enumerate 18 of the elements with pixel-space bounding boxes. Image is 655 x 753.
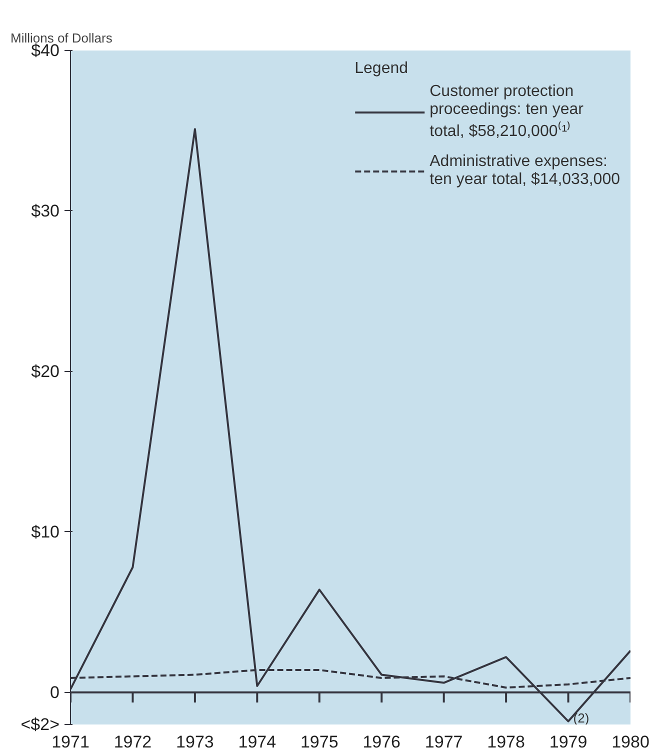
legend-label: Administrative expenses: ten year total, $14,033,000 — [430, 153, 620, 189]
y-tick-label: 0 — [50, 682, 60, 702]
x-tick-label: 1974 — [238, 732, 276, 752]
y-tick-label: $10 — [31, 522, 60, 542]
y-tick-label: <$2> — [20, 715, 60, 734]
legend-label: Customer protection proceedings: ten year total, $58,210,000⁽¹⁾ — [430, 83, 584, 141]
x-tick-label: 1979 — [549, 732, 588, 752]
x-tick-label: 1971 — [52, 732, 90, 752]
y-tick-label: $30 — [31, 201, 60, 220]
x-tick-label: 1976 — [362, 732, 401, 752]
x-tick-label: 1972 — [114, 732, 152, 752]
legend-title: Legend — [354, 60, 410, 78]
x-tick-label: 1980 — [612, 732, 650, 752]
y-tick-label: $20 — [31, 362, 60, 381]
x-tick-label: 1973 — [176, 732, 214, 752]
x-tick-label: 1977 — [424, 732, 463, 752]
x-tick-label: 1975 — [300, 732, 338, 752]
x-tick-label: 1978 — [487, 732, 525, 752]
